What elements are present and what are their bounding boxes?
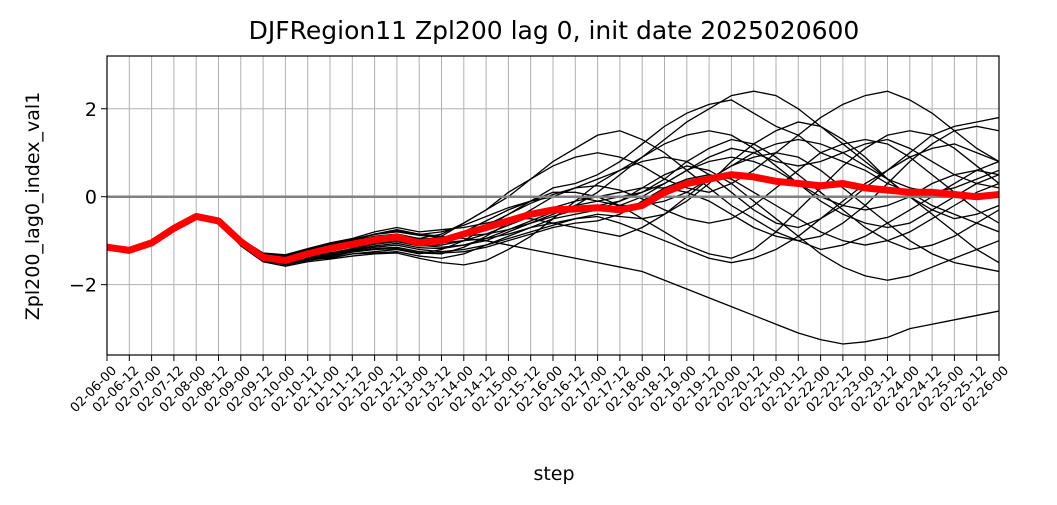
y-tick-label: 0	[85, 187, 97, 209]
x-axis: 02-06-0002-06-1202-07-0002-07-1202-08-00…	[68, 355, 1012, 416]
plot-area	[106, 55, 1000, 356]
y-axis: −2 0 2	[69, 99, 107, 297]
chart-title: DJFRegion11 Zpl200 lag 0, init date 2025…	[249, 16, 860, 45]
x-axis-label: step	[533, 463, 574, 485]
ensemble-mean-line	[107, 171, 999, 264]
y-tick-label: 2	[85, 99, 97, 121]
ensemble-member-line	[107, 116, 999, 267]
y-tick-label: −2	[69, 275, 97, 297]
y-axis-label: Zpl200_lag0_index_val1	[22, 92, 44, 320]
